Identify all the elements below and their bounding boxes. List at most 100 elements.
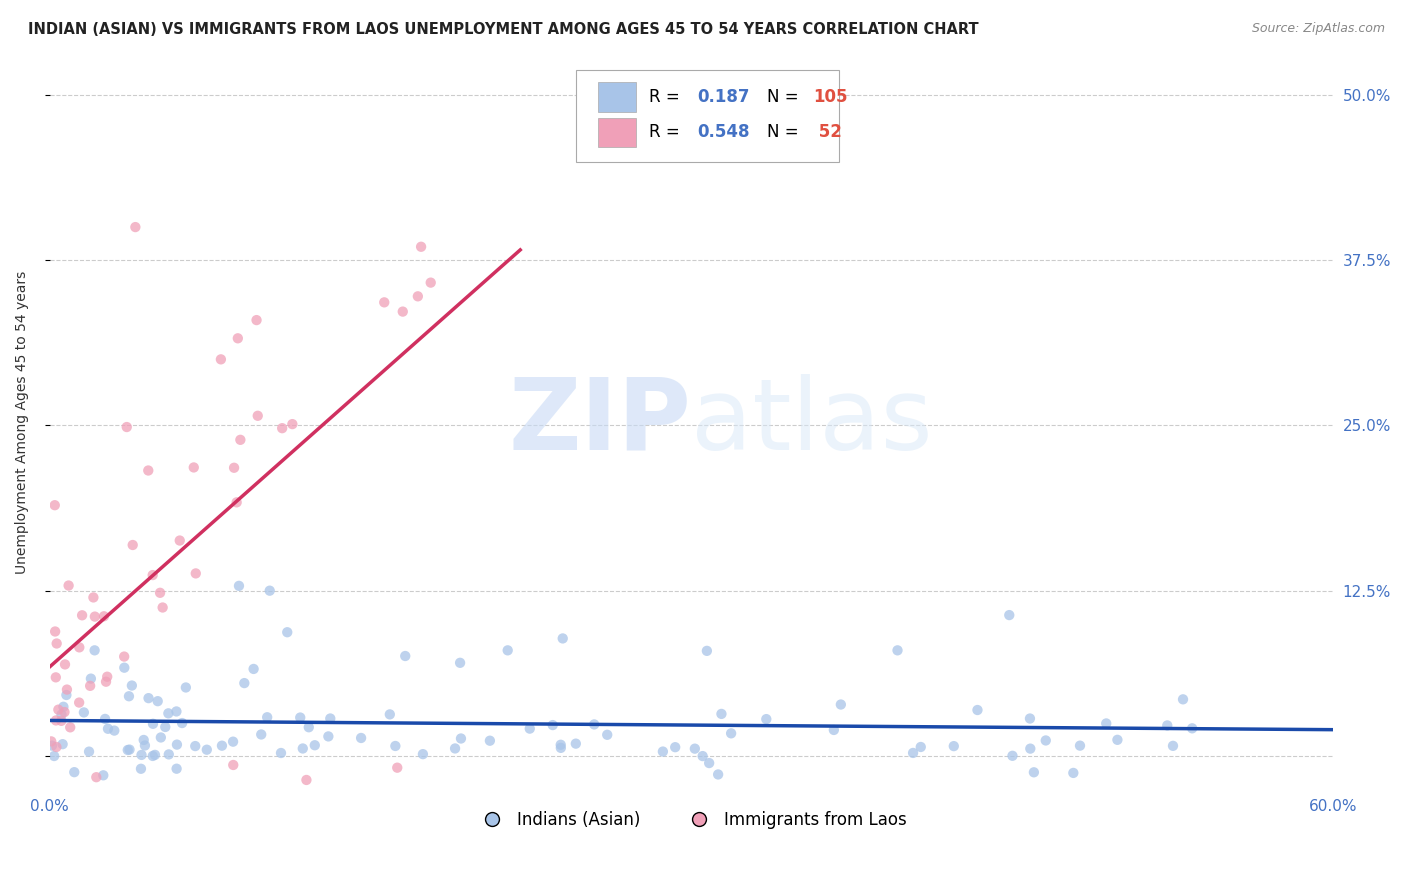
Point xyxy=(696,644,718,658)
Point xyxy=(411,240,433,254)
Point xyxy=(84,770,107,784)
Point xyxy=(823,723,845,737)
Point xyxy=(707,767,730,781)
Point xyxy=(271,421,294,435)
Point xyxy=(121,679,143,693)
Point xyxy=(121,538,143,552)
Text: INDIAN (ASIAN) VS IMMIGRANTS FROM LAOS UNEMPLOYMENT AMONG AGES 45 TO 54 YEARS CO: INDIAN (ASIAN) VS IMMIGRANTS FROM LAOS U… xyxy=(28,22,979,37)
Point xyxy=(541,718,564,732)
Text: 52: 52 xyxy=(813,123,842,141)
Point xyxy=(222,734,245,748)
Text: 0.548: 0.548 xyxy=(697,123,751,141)
Point xyxy=(83,609,105,624)
Point xyxy=(450,731,472,746)
Point xyxy=(222,758,245,772)
Point xyxy=(246,409,269,423)
Point xyxy=(183,460,205,475)
Point xyxy=(103,723,125,738)
Point xyxy=(519,722,541,736)
Point xyxy=(233,676,256,690)
Point xyxy=(169,533,191,548)
Point xyxy=(132,733,155,747)
Point xyxy=(83,643,105,657)
Point xyxy=(209,352,232,367)
Point xyxy=(319,711,342,725)
Point xyxy=(550,740,572,755)
Point xyxy=(229,433,252,447)
Point xyxy=(118,690,141,704)
Point xyxy=(1171,692,1194,706)
Point xyxy=(1161,739,1184,753)
Point xyxy=(45,714,67,728)
Point xyxy=(77,745,100,759)
Point xyxy=(79,679,101,693)
Legend: Indians (Asian), Immigrants from Laos: Indians (Asian), Immigrants from Laos xyxy=(470,805,914,836)
Point xyxy=(91,768,114,782)
Point xyxy=(117,743,139,757)
Y-axis label: Unemployment Among Ages 45 to 54 years: Unemployment Among Ages 45 to 54 years xyxy=(15,270,30,574)
Point xyxy=(48,703,70,717)
Point xyxy=(298,720,321,734)
Point xyxy=(394,648,416,663)
Point xyxy=(942,739,965,753)
Point xyxy=(290,710,312,724)
Point xyxy=(378,707,401,722)
Point xyxy=(304,738,326,752)
Point xyxy=(259,583,281,598)
Point xyxy=(157,706,180,721)
Point xyxy=(143,747,166,762)
Point xyxy=(966,703,988,717)
Point xyxy=(157,747,180,762)
Point xyxy=(318,730,340,744)
Text: 0.187: 0.187 xyxy=(697,88,751,106)
Point xyxy=(131,747,153,762)
Point xyxy=(63,765,86,780)
Point xyxy=(166,762,188,776)
Point xyxy=(886,643,908,657)
Point xyxy=(51,707,73,722)
Point xyxy=(276,625,298,640)
Point xyxy=(73,706,96,720)
Point xyxy=(225,495,247,509)
Point xyxy=(242,662,264,676)
Point xyxy=(52,699,75,714)
Point xyxy=(1181,722,1204,736)
Point xyxy=(67,640,90,655)
Point xyxy=(697,756,720,770)
Point xyxy=(53,657,76,672)
Point xyxy=(45,670,67,684)
Point xyxy=(270,746,292,760)
Point xyxy=(406,289,429,303)
Text: atlas: atlas xyxy=(692,374,934,471)
Point xyxy=(184,739,207,753)
Point xyxy=(52,737,75,751)
Point xyxy=(55,688,77,702)
Point xyxy=(444,741,467,756)
Point xyxy=(1095,716,1118,731)
Text: ZIP: ZIP xyxy=(509,374,692,471)
Point xyxy=(82,591,104,605)
Point xyxy=(755,712,778,726)
Point xyxy=(550,738,572,752)
Text: N =: N = xyxy=(768,88,804,106)
Point xyxy=(222,460,245,475)
Point xyxy=(350,731,373,745)
Point xyxy=(97,722,120,736)
Point xyxy=(149,586,172,600)
Point xyxy=(67,696,90,710)
Point xyxy=(651,745,673,759)
Point xyxy=(56,682,79,697)
Point xyxy=(118,742,141,756)
Point xyxy=(166,738,188,752)
Point xyxy=(1107,732,1129,747)
Point xyxy=(112,661,135,675)
Point xyxy=(720,726,742,740)
Text: R =: R = xyxy=(650,88,685,106)
Point xyxy=(419,276,441,290)
Text: N =: N = xyxy=(768,123,804,141)
Point xyxy=(45,739,67,754)
Point xyxy=(44,624,66,639)
FancyBboxPatch shape xyxy=(598,118,636,147)
Point xyxy=(115,420,138,434)
Point xyxy=(211,739,233,753)
